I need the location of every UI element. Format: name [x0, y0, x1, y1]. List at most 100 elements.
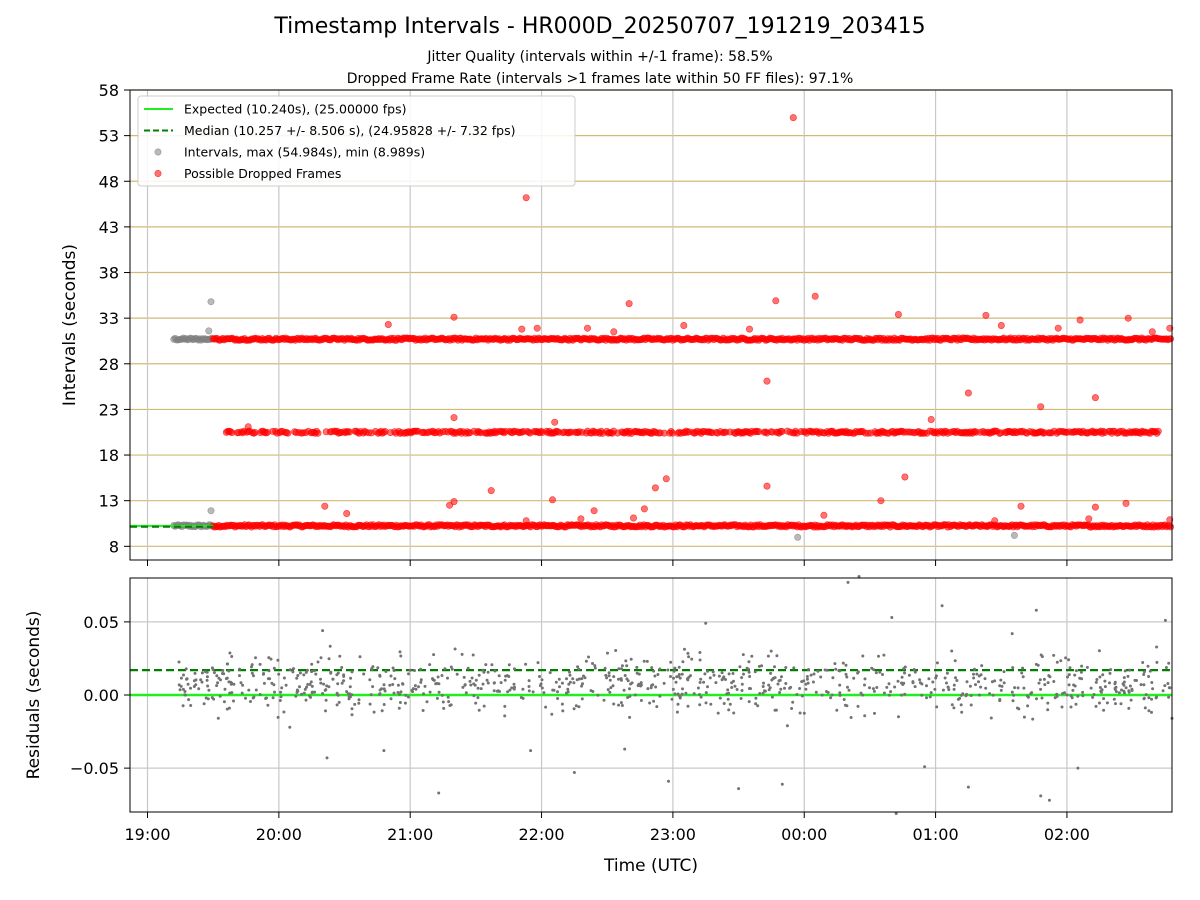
residual-point [580, 677, 584, 681]
residual-point [624, 659, 628, 663]
residual-point [527, 689, 531, 693]
residual-point [780, 782, 784, 786]
residual-point [371, 685, 375, 689]
residual-point [843, 703, 847, 707]
residual-point [302, 691, 306, 695]
dropped-frame-point [772, 297, 780, 305]
residual-point [200, 680, 204, 684]
residual-point [521, 687, 525, 691]
residual-point [1129, 698, 1133, 702]
residual-point [871, 687, 875, 691]
dropped-frame-point [1091, 503, 1099, 511]
residual-point [240, 691, 244, 695]
residual-point [557, 677, 561, 681]
residual-point [606, 688, 610, 692]
residual-point [539, 682, 543, 686]
residual-point [617, 667, 621, 671]
residual-point [224, 677, 228, 681]
residual-point [568, 670, 571, 674]
residual-point [776, 682, 780, 686]
residual-point [1073, 673, 1077, 677]
dropped-frame-point [384, 320, 392, 328]
residual-point [396, 683, 400, 687]
residual-point [265, 696, 268, 700]
residual-point [368, 678, 372, 682]
residual-point [702, 680, 706, 684]
residual-point [988, 692, 992, 696]
residual-point [309, 680, 313, 684]
residual-point [619, 701, 623, 705]
residual-point [708, 676, 712, 680]
residual-point [382, 749, 386, 753]
residual-point [362, 672, 366, 676]
residual-point [741, 653, 745, 657]
residual-point [804, 687, 808, 691]
x-tick-label: 00:00 [781, 825, 827, 844]
residual-point [335, 703, 339, 707]
residual-point [249, 700, 252, 703]
residual-point [965, 680, 969, 684]
residual-point [725, 692, 729, 696]
residual-point [512, 682, 516, 686]
residual-point [447, 700, 451, 704]
residual-point [267, 656, 271, 660]
residual-point [958, 696, 962, 700]
intervals-y-tick-label: 38 [99, 264, 119, 283]
residual-point [675, 710, 679, 714]
residual-point [698, 681, 702, 684]
intervals-marks [170, 114, 1175, 541]
residual-point [215, 684, 219, 688]
residual-point [927, 677, 931, 681]
residual-point [580, 697, 584, 701]
dropped-frame-point [1148, 328, 1156, 336]
dropped-frame-point [577, 515, 585, 523]
residual-point [1002, 670, 1006, 674]
residual-point [327, 657, 331, 661]
dropped-frame-point [314, 429, 322, 437]
residual-point [754, 702, 758, 706]
residual-point [955, 679, 959, 682]
residual-point [492, 681, 496, 685]
residual-point [683, 647, 686, 651]
intervals-y-tick-label: 53 [99, 127, 119, 146]
residual-point [463, 683, 467, 687]
residual-point [857, 575, 861, 578]
residual-point [550, 712, 554, 716]
residual-point [179, 676, 183, 680]
residual-point [250, 671, 254, 675]
residual-point [617, 677, 620, 681]
residual-point [431, 677, 434, 681]
residual-point [681, 660, 685, 664]
residual-point [608, 678, 612, 682]
residual-point [503, 704, 507, 708]
residual-point [507, 663, 511, 667]
residual-point [580, 684, 584, 688]
residual-point [508, 688, 512, 692]
residual-point [1139, 683, 1143, 687]
x-tick-label: 01:00 [913, 825, 959, 844]
residual-point [419, 667, 423, 671]
residual-point [1094, 680, 1098, 684]
residual-point [805, 675, 809, 678]
residual-point [1080, 677, 1084, 681]
residual-point [935, 705, 939, 709]
residual-point [302, 673, 306, 677]
residual-point [1046, 708, 1050, 712]
residual-point [1103, 685, 1107, 689]
residual-point [1144, 693, 1148, 697]
residual-point [735, 688, 739, 691]
residual-point [542, 691, 546, 695]
residual-point [790, 707, 794, 710]
residual-point [254, 656, 257, 660]
residual-point [978, 693, 981, 697]
residual-point [1155, 695, 1158, 699]
residual-point [893, 685, 897, 689]
residual-point [560, 702, 564, 706]
residual-point [486, 681, 490, 685]
residual-point [482, 704, 486, 708]
residual-point [392, 669, 396, 672]
residual-point [476, 696, 480, 700]
residual-point [1031, 717, 1035, 721]
residual-point [983, 677, 987, 681]
residual-point [1103, 679, 1107, 683]
